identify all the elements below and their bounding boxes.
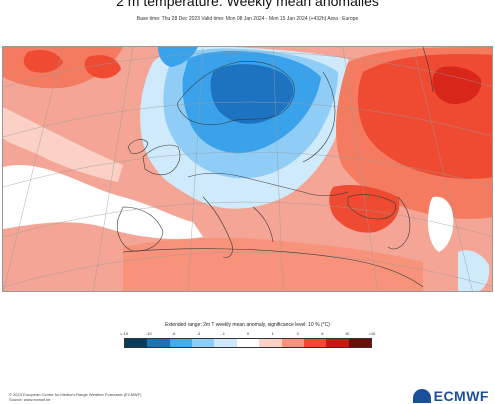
- coastlines: [116, 47, 434, 288]
- copyright-text: © 2023 European Centre for Medium-Range …: [9, 392, 142, 397]
- graticule: [3, 47, 492, 291]
- legend-tick-label: >10: [368, 331, 376, 336]
- hot-anomaly-iceland: [23, 50, 63, 73]
- ecmwf-logo-text: ECMWF: [433, 388, 489, 404]
- map-subtitle: Base time: Thu 28 Dec 2023 Valid time: M…: [136, 16, 359, 22]
- legend-tick-label: 10: [344, 331, 350, 336]
- legend-tick-label: 1: [271, 331, 274, 336]
- legend-swatch: [303, 339, 327, 347]
- legend-tick-label: 3: [296, 331, 299, 336]
- legend-color-bar: [124, 338, 372, 348]
- anomaly-map: [2, 46, 493, 292]
- legend-swatch: [259, 339, 282, 347]
- legend-tick-label: -3: [196, 331, 201, 336]
- legend-title: Extended range: 2m T weekly mean anomaly…: [165, 322, 330, 328]
- anomaly-map-svg: [3, 47, 492, 291]
- legend-swatch: [326, 339, 349, 347]
- legend-tick-label: 0: [246, 331, 250, 336]
- very-hot-anomaly-east: [432, 66, 482, 105]
- legend-swatch: [214, 339, 237, 347]
- legend-swatch: [236, 339, 260, 347]
- legend-swatch: [147, 339, 170, 347]
- legend-swatch: [281, 339, 304, 347]
- legend-tick-label: <-10: [119, 331, 129, 336]
- legend-tick-label: -1: [221, 331, 225, 336]
- ecmwf-logo: ECMWF: [412, 388, 489, 404]
- cool-anomaly-far-east: [458, 250, 490, 291]
- map-title: 2 m temperature: Weekly mean anomalies: [116, 0, 379, 9]
- hot-anomaly-norway-coast: [84, 55, 121, 79]
- ecmwf-logo-mark-icon: [412, 389, 431, 403]
- legend-tick-label: -6: [171, 331, 176, 336]
- legend-swatch: [348, 339, 371, 347]
- legend-swatch: [125, 339, 148, 347]
- neutral-zone-atlantic: [3, 164, 203, 239]
- cold-anomaly-extreme: [210, 64, 294, 124]
- legend-tick-label: 6: [321, 331, 324, 336]
- legend-ticks: <-10 -10 -6 -3 -1 0 1 3 6 10 >10: [120, 331, 375, 337]
- warm-anomaly-turkey: [329, 185, 400, 233]
- cold-anomaly-greenland: [158, 47, 198, 67]
- legend-swatch: [169, 339, 193, 347]
- warm-anomaly-north-africa: [123, 237, 423, 291]
- legend-swatch: [192, 339, 215, 347]
- cool-anomaly-east-edge: [427, 196, 454, 252]
- legend-tick-label: -10: [145, 331, 152, 336]
- footer: © 2023 European Centre for Medium-Range …: [9, 392, 141, 402]
- neutral-zone-west: [3, 107, 123, 182]
